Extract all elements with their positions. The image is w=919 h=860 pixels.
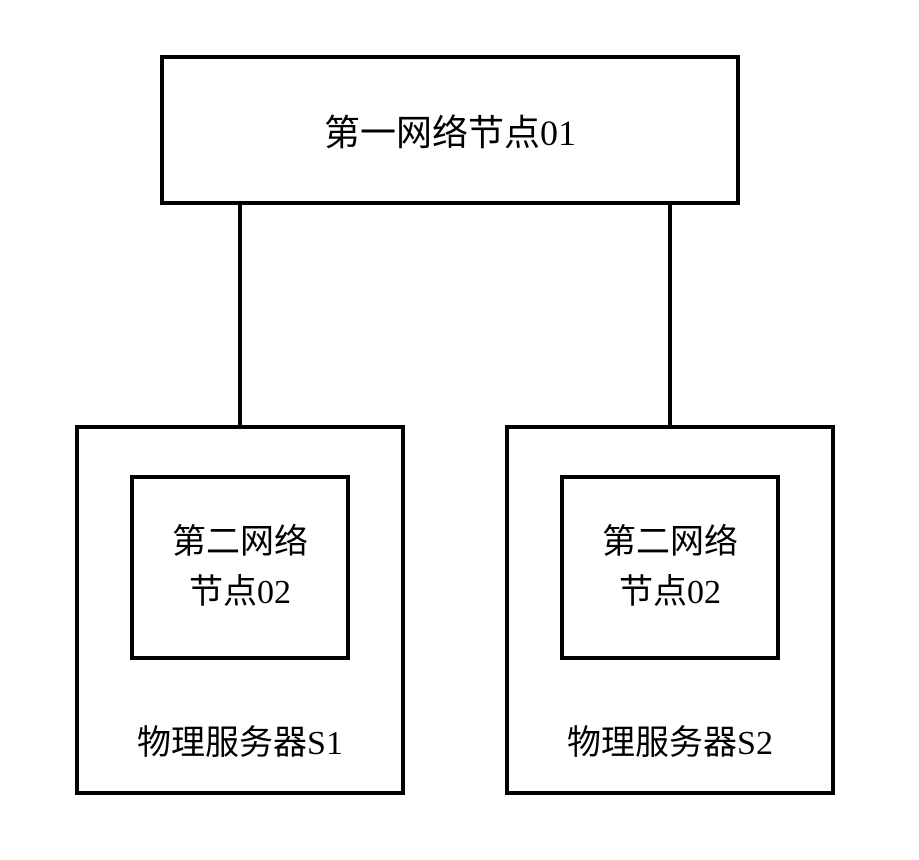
edge-top-left — [238, 205, 242, 425]
inner-left-line1: 第二网络 — [172, 518, 308, 568]
inner-node-left-label: 第二网络 节点02 — [172, 518, 308, 618]
inner-right-line2: 节点02 — [602, 568, 738, 618]
inner-node-left: 第二网络 节点02 — [130, 475, 350, 660]
top-node-label: 第一网络节点01 — [324, 104, 576, 156]
edge-top-right — [668, 205, 672, 425]
inner-node-right: 第二网络 节点02 — [560, 475, 780, 660]
inner-right-line1: 第二网络 — [602, 518, 738, 568]
inner-node-right-label: 第二网络 节点02 — [602, 518, 738, 618]
top-node: 第一网络节点01 — [160, 55, 740, 205]
server-caption-left: 物理服务器S1 — [75, 715, 405, 764]
inner-left-line2: 节点02 — [172, 568, 308, 618]
server-caption-right: 物理服务器S2 — [505, 715, 835, 764]
